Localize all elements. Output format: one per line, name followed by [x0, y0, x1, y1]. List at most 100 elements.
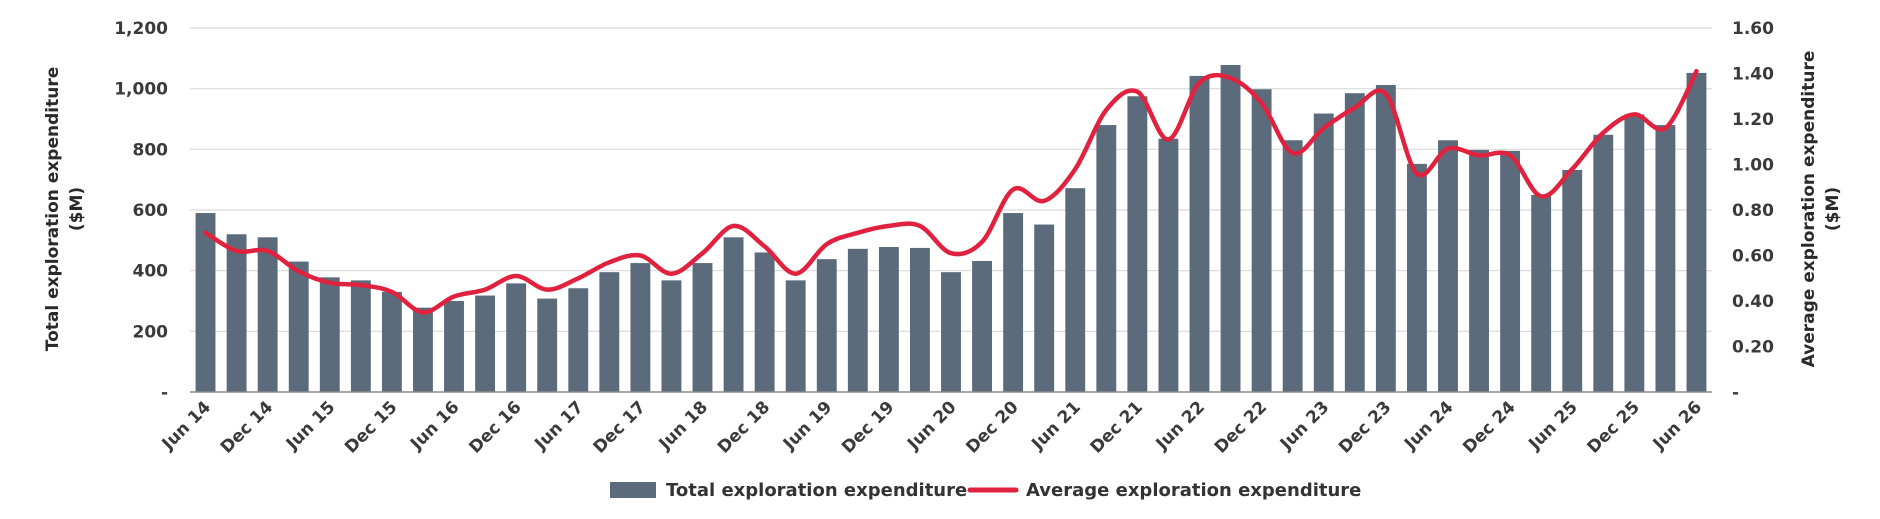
- y-left-ticks: - 200 400 600 800 1,000 1,200: [114, 19, 168, 403]
- bar: [381, 291, 402, 392]
- bar: [909, 247, 930, 392]
- line-layer: [203, 68, 1699, 315]
- bar: [1593, 134, 1614, 393]
- x-tick-label: Jun 14: [158, 397, 215, 454]
- bar: [1438, 140, 1458, 392]
- average-line: [203, 68, 1699, 315]
- x-tick-label: Dec 17: [590, 397, 650, 457]
- bar: [1034, 224, 1055, 392]
- x-tick-label: Dec 19: [838, 397, 898, 457]
- legend: Total exploration expenditure Average ex…: [610, 480, 1361, 501]
- bar: [692, 263, 713, 392]
- x-tick-label: Dec 24: [1459, 397, 1519, 457]
- x-tick-label: Jun 22: [1152, 397, 1209, 454]
- y-left-tick-label: 200: [133, 322, 169, 342]
- x-tick-label: Jun 26: [1649, 397, 1706, 454]
- x-tick-label: Dec 23: [1335, 397, 1395, 457]
- bar: [754, 252, 775, 392]
- bar: [661, 280, 682, 392]
- x-tick-label: Dec 21: [1087, 397, 1147, 457]
- bar: [599, 272, 620, 392]
- bar: [413, 307, 433, 392]
- x-tick-label: Jun 18: [655, 397, 712, 454]
- bar: [319, 277, 340, 392]
- gridlines: [190, 27, 1712, 332]
- x-tick-label: Jun 25: [1524, 397, 1581, 454]
- bars: [195, 65, 1707, 393]
- bar: [1469, 149, 1489, 392]
- bar: [350, 280, 371, 392]
- y-left-tick-label: 400: [133, 262, 169, 282]
- bar: [195, 213, 216, 392]
- x-tick-label: Jun 16: [406, 397, 463, 454]
- y-left-tick-label: 800: [133, 140, 169, 160]
- x-tick-label: Jun 19: [779, 397, 836, 454]
- bar: [723, 237, 744, 392]
- bar: [1065, 188, 1086, 392]
- x-tick-label: Jun 17: [530, 397, 587, 454]
- bar: [444, 301, 464, 392]
- legend-bar-swatch: [610, 482, 656, 498]
- bar: [1313, 113, 1334, 392]
- right-axis-title-line1: Average exploration expenditure: [1799, 51, 1819, 368]
- y-left-tick-label: -: [161, 383, 168, 403]
- bar: [1406, 163, 1427, 392]
- bar: [1096, 125, 1117, 393]
- y-left-tick-label: 1,000: [114, 80, 168, 100]
- bar: [972, 260, 993, 392]
- x-tick-label: Dec 14: [217, 397, 277, 457]
- y-right-tick-label: 1.40: [1732, 65, 1774, 85]
- bar: [1158, 138, 1179, 392]
- bar: [878, 247, 899, 392]
- y-left-tick-label: 600: [133, 201, 169, 221]
- legend-bar-label: Total exploration expenditure: [666, 480, 967, 501]
- y-right-tick-label: 1.00: [1732, 156, 1774, 176]
- bar: [1375, 85, 1396, 392]
- bar: [1189, 75, 1210, 392]
- y-right-tick-label: 0.20: [1732, 338, 1774, 358]
- y-right-tick-label: 0.40: [1732, 292, 1774, 312]
- bar: [1500, 150, 1521, 392]
- x-tick-label: Dec 18: [714, 397, 774, 457]
- bar: [1686, 72, 1707, 392]
- bar: [506, 283, 527, 392]
- x-tick-label: Jun 23: [1276, 397, 1333, 454]
- bar: [568, 288, 589, 392]
- bar: [1624, 114, 1645, 392]
- bar: [1127, 96, 1148, 392]
- x-tick-label: Dec 25: [1584, 397, 1644, 457]
- y-left-tick-label: 1,200: [114, 19, 168, 39]
- bar: [941, 272, 961, 392]
- bar: [1003, 213, 1024, 392]
- right-axis-title-line2: ($M): [1823, 187, 1843, 231]
- bar: [1282, 140, 1303, 392]
- y-right-tick-label: -: [1732, 383, 1739, 403]
- bar: [226, 234, 247, 392]
- bar: [1531, 194, 1552, 392]
- bar: [1655, 125, 1676, 393]
- bar: [1344, 93, 1365, 392]
- bar: [257, 237, 278, 392]
- bar: [816, 259, 837, 392]
- bar: [785, 280, 806, 392]
- x-ticks: Jun 14 Dec 14 Jun 15 Dec 15 Jun 16 Dec 16 Jun …: [158, 397, 1706, 457]
- y-right-tick-label: 1.20: [1732, 110, 1774, 130]
- x-tick-label: Dec 15: [341, 397, 401, 457]
- x-tick-label: Dec 20: [962, 397, 1022, 457]
- bar: [630, 263, 651, 392]
- bar: [1220, 65, 1241, 393]
- bar: [475, 295, 496, 392]
- x-tick-label: Dec 16: [465, 397, 525, 457]
- bar: [1251, 89, 1272, 393]
- y-right-tick-label: 0.80: [1732, 201, 1774, 221]
- x-tick-label: Jun 20: [903, 397, 960, 454]
- bar: [1562, 169, 1583, 392]
- x-tick-label: Jun 15: [282, 397, 339, 454]
- x-tick-label: Jun 24: [1400, 397, 1457, 454]
- bar: [537, 298, 558, 392]
- y-right-tick-label: 0.60: [1732, 247, 1774, 267]
- legend-line-label: Average exploration expenditure: [1026, 480, 1361, 501]
- x-tick-label: Jun 21: [1027, 397, 1084, 454]
- left-axis-title-line1: Total exploration expenditure: [43, 67, 63, 351]
